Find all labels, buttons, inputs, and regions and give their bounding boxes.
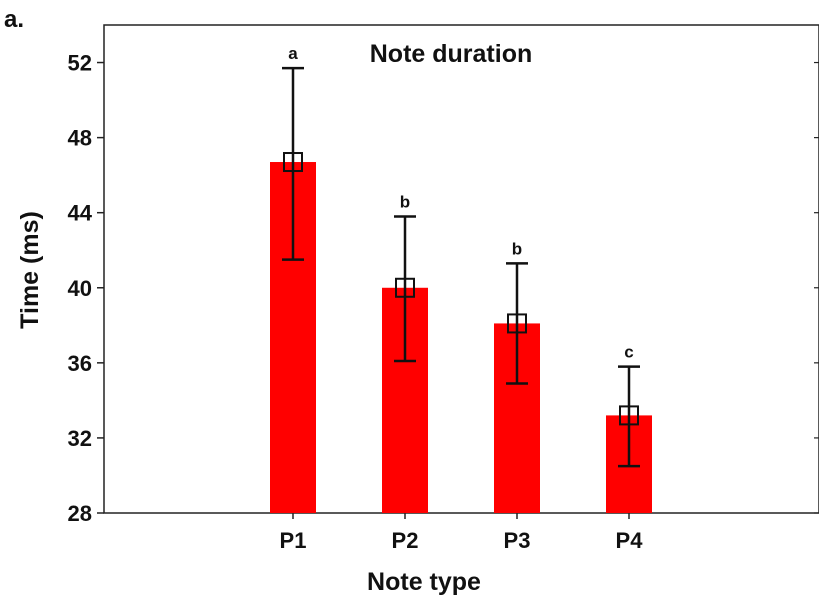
x-tick-label: P4 xyxy=(616,528,644,553)
y-tick-label: 28 xyxy=(68,501,92,526)
y-axis-title: Time (ms) xyxy=(16,211,44,329)
x-tick-label: P3 xyxy=(504,528,531,553)
x-tick-label: P1 xyxy=(280,528,307,553)
plot-frame xyxy=(103,24,819,514)
y-tick-label: 32 xyxy=(68,426,92,451)
y-tick-label: 48 xyxy=(68,126,92,151)
significance-label: b xyxy=(512,239,522,258)
significance-label: b xyxy=(400,192,410,211)
significance-label: a xyxy=(288,44,298,63)
mean-marker xyxy=(283,152,303,173)
panel-label: a. xyxy=(4,6,24,33)
y-tick-label: 36 xyxy=(68,351,92,376)
x-axis-title: Note type xyxy=(367,568,481,596)
x-tick-label: P2 xyxy=(392,528,419,553)
plot-area: 28 32 36 40 44 48 52 a P1 b P2 b P3 c P4 xyxy=(68,24,819,553)
y-tick-label: 40 xyxy=(68,276,92,301)
mean-marker xyxy=(507,313,527,334)
mean-marker xyxy=(619,405,639,426)
chart-title: Note duration xyxy=(370,40,533,68)
y-tick-label: 52 xyxy=(68,51,92,76)
significance-label: c xyxy=(624,343,633,362)
y-tick-label: 44 xyxy=(68,201,93,226)
mean-marker xyxy=(395,277,415,298)
